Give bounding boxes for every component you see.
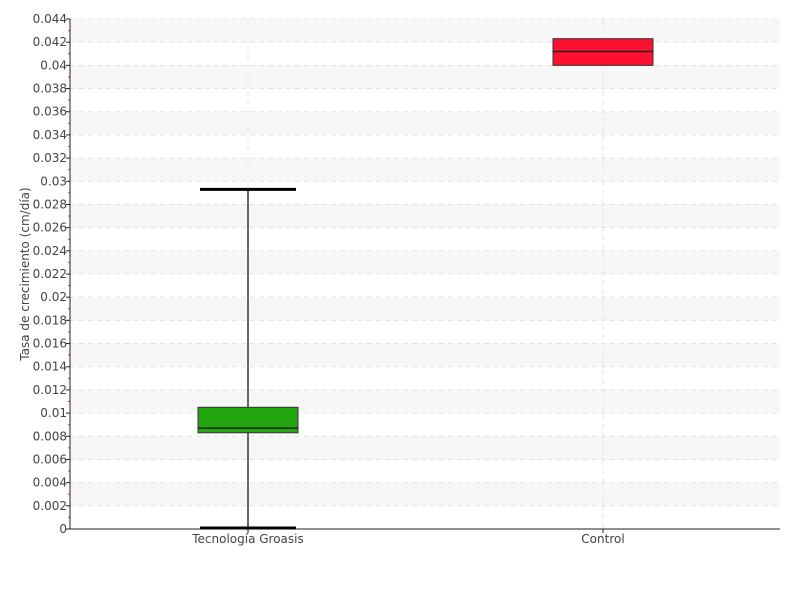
- grid-band: [70, 111, 780, 135]
- y-tick-label: 0.038: [33, 82, 67, 96]
- grid-band: [70, 158, 780, 182]
- y-tick-label: 0.006: [33, 452, 67, 466]
- grid-band: [70, 482, 780, 506]
- y-tick-label: 0.01: [40, 406, 67, 420]
- y-tick-label: 0.022: [33, 267, 67, 281]
- grid-band: [70, 297, 780, 321]
- y-tick-label: 0.028: [33, 197, 67, 211]
- y-tick-label: 0.034: [33, 128, 67, 142]
- grid-band: [70, 19, 780, 43]
- x-tick-label: Control: [581, 532, 624, 546]
- grid-band: [70, 204, 780, 228]
- y-tick-label: 0: [59, 522, 67, 536]
- y-tick-label: 0.02: [40, 290, 67, 304]
- grid-band: [70, 250, 780, 274]
- box: [197, 406, 299, 434]
- grid-band: [70, 436, 780, 460]
- y-tick-label: 0.036: [33, 105, 67, 119]
- y-tick-label: 0.042: [33, 35, 67, 49]
- y-tick-label: 0.044: [33, 12, 67, 26]
- y-tick-label: 0.03: [40, 174, 67, 188]
- y-tick-label: 0.024: [33, 244, 67, 258]
- x-tick-label: Tecnología Groasis: [191, 532, 304, 546]
- y-tick-label: 0.026: [33, 221, 67, 235]
- y-tick-label: 0.002: [33, 499, 67, 513]
- grid-band: [70, 389, 780, 414]
- y-tick-label: 0.018: [33, 313, 67, 327]
- y-tick-label: 0.004: [33, 476, 67, 490]
- y-tick-label: 0.008: [33, 429, 67, 443]
- y-tick-label: 0.032: [33, 151, 67, 165]
- y-tick-label: 0.012: [33, 383, 67, 397]
- y-tick-label: 0.04: [40, 58, 67, 72]
- y-tick-label: 0.016: [33, 337, 67, 351]
- y-axis-label: Tasa de crecimiento (cm/día): [18, 187, 32, 361]
- grid-band: [70, 65, 780, 89]
- grid-band: [70, 343, 780, 367]
- y-tick-label: 0.014: [33, 360, 67, 374]
